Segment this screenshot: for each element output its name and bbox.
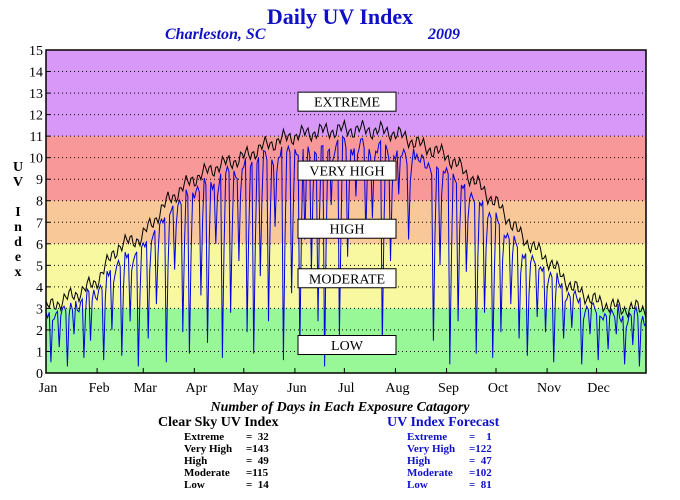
row-name: Low <box>184 479 205 491</box>
row-value: = 47 <box>469 455 492 467</box>
row-name: Very High <box>184 443 233 455</box>
clear-sky-row: Low = 14 <box>184 479 269 491</box>
chart-title: Daily UV Index <box>266 4 414 29</box>
y-tick-label: 0 <box>36 367 43 382</box>
clear-sky-row: Extreme = 32 <box>184 431 269 443</box>
plot-frame <box>45 49 647 374</box>
clear-sky-heading: Clear Sky UV Index <box>158 415 279 430</box>
x-tick-label: Jun <box>287 381 306 396</box>
forecast-row: High = 47 <box>407 455 492 467</box>
row-name: Extreme <box>184 431 225 443</box>
row-name: Low <box>407 479 428 491</box>
y-tick-label: 13 <box>29 87 43 102</box>
year-label: 2009 <box>428 26 460 43</box>
x-tick-label: Feb <box>89 381 110 396</box>
y-axis-letter: d <box>14 235 22 250</box>
row-name: Moderate <box>407 467 453 479</box>
row-name: Extreme <box>407 431 448 443</box>
y-tick-label: 10 <box>29 152 43 167</box>
row-value: =115 <box>246 467 269 479</box>
y-tick-label: 6 <box>36 238 43 253</box>
row-value: = 1 <box>469 431 492 443</box>
x-tick-label: Dec <box>587 381 610 396</box>
row-value: =122 <box>469 443 492 455</box>
x-tick-label: Mar <box>134 381 158 396</box>
y-tick-label: 1 <box>36 345 43 360</box>
y-tick-label: 9 <box>36 173 43 188</box>
y-tick-label: 12 <box>29 109 43 124</box>
band-label: HIGH <box>330 223 365 238</box>
row-value: =143 <box>246 443 269 455</box>
forecast-row: Low = 81 <box>407 479 492 491</box>
row-name: Moderate <box>184 467 230 479</box>
clear-sky-table: Extreme = 32 Very High =143 High = 49 Moder… <box>184 431 269 491</box>
y-axis-letter: e <box>14 250 22 265</box>
y-axis-letter: x <box>14 265 22 280</box>
band-label: MODERATE <box>309 272 385 287</box>
y-tick-label: 11 <box>30 130 43 145</box>
band-label-box <box>297 160 397 181</box>
y-tick-label: 2 <box>36 324 43 339</box>
row-name: Very High <box>407 443 456 455</box>
summary-title: Number of Days in Each Exposure Catagory <box>210 400 470 415</box>
clear-sky-series-line <box>45 118 647 319</box>
clear-sky-row: Very High =143 <box>184 443 269 455</box>
y-axis-letter <box>10 190 26 205</box>
location-label: Charleston, SC <box>165 26 266 43</box>
row-value: = 14 <box>246 479 269 491</box>
forecast-row: Very High =122 <box>407 443 492 455</box>
band-label: EXTREME <box>314 96 380 111</box>
x-tick-label: Sep <box>438 381 459 396</box>
row-name: High <box>184 455 208 467</box>
y-tick-label: 7 <box>36 216 43 231</box>
forecast-row: Moderate =102 <box>407 467 492 479</box>
clear-sky-row: High = 49 <box>184 455 269 467</box>
row-value: =102 <box>469 467 492 479</box>
band-labels: LOW MODERATE HIGH VERY HIGH EXTREME <box>297 91 397 356</box>
x-tick-label: Jan <box>39 381 58 396</box>
band-label-box <box>297 218 397 239</box>
forecast-row: Extreme = 1 <box>407 431 492 443</box>
y-axis-letter: V <box>12 175 24 190</box>
band-label-box <box>297 268 397 289</box>
y-axis-label: U V I n d e x <box>10 160 26 280</box>
forecast-table: Extreme = 1 Very High =122 High = 47 Modera… <box>407 431 492 491</box>
band-label-box <box>297 335 397 356</box>
y-tick-label: 4 <box>36 281 43 296</box>
row-value: = 81 <box>469 479 492 491</box>
x-tick-label: May <box>233 381 259 396</box>
y-axis-letter: I <box>15 205 21 220</box>
forecast-series-line <box>45 135 647 367</box>
band-label: LOW <box>331 339 364 354</box>
x-tick-label: Oct <box>488 381 508 396</box>
band-label: VERY HIGH <box>309 165 384 180</box>
y-tick-label: 3 <box>36 302 43 317</box>
row-value: = 49 <box>246 455 269 467</box>
band-label-box <box>297 91 397 112</box>
y-tick-label: 8 <box>36 195 43 210</box>
y-tick-label: 5 <box>36 259 43 274</box>
y-tick-label: 15 <box>29 44 43 59</box>
forecast-heading: UV Index Forecast <box>387 415 500 430</box>
series-lines <box>45 118 647 367</box>
x-tick-label: Apr <box>185 381 207 396</box>
y-axis-letter: n <box>14 220 22 235</box>
y-tick-label: 14 <box>29 66 43 81</box>
row-name: High <box>407 455 431 467</box>
clear-sky-row: Moderate =115 <box>184 467 269 479</box>
y-axis-letter: U <box>12 160 24 175</box>
x-tick-label: Nov <box>537 381 561 396</box>
row-value: = 32 <box>246 431 269 443</box>
x-tick-label: Aug <box>385 381 409 396</box>
x-tick-label: Jul <box>338 381 354 396</box>
